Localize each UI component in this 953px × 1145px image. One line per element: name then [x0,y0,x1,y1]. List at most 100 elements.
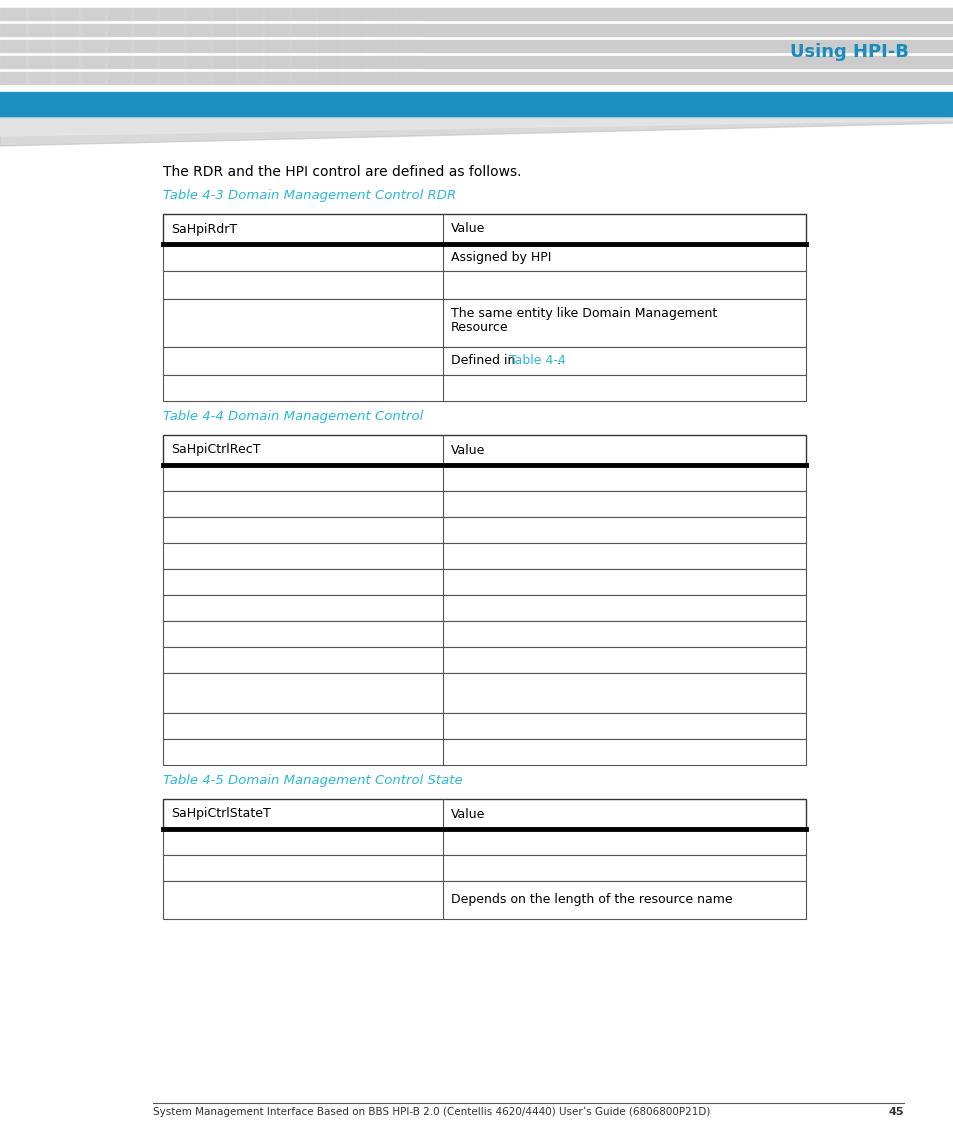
Bar [749,8,757,19]
Bar [685,24,692,35]
Bar [46,72,53,84]
Bar [550,24,557,35]
Bar [86,40,92,52]
Bar [262,72,269,84]
Bar [430,8,436,19]
Bar [421,24,429,35]
Bar [510,56,517,68]
Bar [246,8,253,19]
Bar [38,8,45,19]
Bar [901,40,908,52]
Bar [374,24,380,35]
Bar [150,8,157,19]
Bar [270,40,276,52]
Bar [821,72,828,84]
Bar [430,56,436,68]
Bar [246,72,253,84]
Bar [701,56,708,68]
Bar [781,56,788,68]
Bar [725,40,732,52]
Bar [941,40,948,52]
Bar [862,72,868,84]
Bar [541,40,548,52]
Bar [302,72,309,84]
Bar [725,24,732,35]
Bar [110,40,117,52]
Bar [773,72,781,84]
Bar [845,40,852,52]
Bar [621,24,628,35]
Bar [678,40,684,52]
Bar [277,40,285,52]
Bar [150,40,157,52]
Text: Depends on the length of the resource name: Depends on the length of the resource na… [450,893,732,907]
Bar [454,72,460,84]
Bar [550,40,557,52]
Bar [741,56,748,68]
Bar [54,56,61,68]
Bar [589,56,597,68]
Bar [853,24,861,35]
Bar [917,24,924,35]
Bar [14,72,21,84]
Bar [326,56,333,68]
Bar [933,40,940,52]
Bar [30,56,37,68]
Bar [262,8,269,19]
Bar [813,24,821,35]
Bar [789,24,796,35]
Bar [110,8,117,19]
Bar [46,56,53,68]
Bar [598,8,604,19]
Bar [126,40,132,52]
Bar [661,24,668,35]
Bar [494,24,500,35]
Bar [253,72,261,84]
Bar [845,72,852,84]
Bar [14,8,21,19]
Bar [645,8,652,19]
Bar [565,24,573,35]
Bar [517,24,524,35]
Text: Table 4-4 Domain Management Control: Table 4-4 Domain Management Control [163,410,423,423]
Bar [126,56,132,68]
Bar [517,72,524,84]
Bar [86,24,92,35]
Bar [46,24,53,35]
Bar [693,56,700,68]
Bar [78,72,85,84]
Bar [206,56,213,68]
Bar [477,40,484,52]
Bar [366,56,373,68]
Text: Resource: Resource [450,321,508,334]
Bar [821,8,828,19]
Bar [27,0,54,92]
Bar [173,56,181,68]
Bar [925,24,932,35]
Bar [430,72,436,84]
Bar [758,72,764,84]
Bar [605,56,613,68]
Bar [565,72,573,84]
Bar [182,24,189,35]
Bar [182,72,189,84]
Bar [845,24,852,35]
Bar [454,8,460,19]
Bar [246,40,253,52]
Bar [701,24,708,35]
Bar [733,56,740,68]
Bar [837,8,844,19]
Bar [163,465,805,491]
Bar [862,40,868,52]
Bar [286,56,293,68]
Bar [949,72,953,84]
Bar [541,8,548,19]
Bar [510,40,517,52]
Bar [334,56,340,68]
Bar [661,72,668,84]
Bar [629,72,637,84]
Polygon shape [0,118,953,136]
Bar [678,8,684,19]
Bar [158,40,165,52]
Bar [853,56,861,68]
